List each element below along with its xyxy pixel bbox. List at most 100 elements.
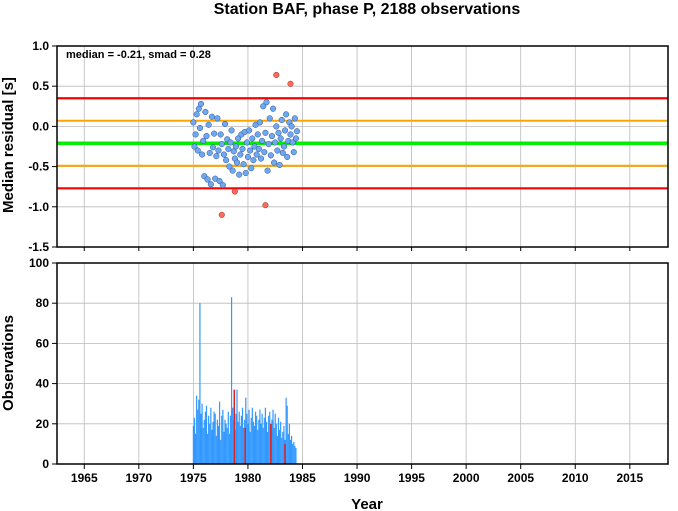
- residual-point: [288, 123, 295, 130]
- observation-bar: [236, 389, 238, 464]
- residual-point: [250, 157, 257, 164]
- chart-title: Station BAF, phase P, 2188 observations: [214, 1, 521, 18]
- residual-point: [283, 111, 290, 118]
- x-tick-label: 2010: [562, 471, 589, 485]
- residual-x-ticks: [83, 247, 631, 251]
- observation-bar: [197, 409, 199, 464]
- y-tick-label: -1.0: [28, 200, 49, 214]
- residual-point: [214, 115, 221, 122]
- observation-bar: [239, 425, 241, 464]
- observation-bar: [205, 405, 208, 464]
- residual-point: [284, 153, 291, 161]
- observation-bar: [256, 415, 258, 464]
- outlier-point: [231, 188, 238, 195]
- outlier-point: [273, 71, 280, 78]
- residual-point: [244, 153, 251, 161]
- residual-point: [208, 113, 215, 120]
- observation-bar: [223, 431, 225, 464]
- residual-point: [205, 121, 212, 128]
- observation-bar: [276, 435, 278, 464]
- y-tick-label: 100: [29, 256, 49, 270]
- residual-point: [237, 151, 244, 158]
- observation-bar: [203, 419, 205, 464]
- residual-point: [200, 137, 207, 144]
- observations-frame: [56, 262, 669, 465]
- observation-bar: [222, 409, 224, 464]
- observation-bar: [265, 421, 268, 464]
- observation-bar: [226, 427, 228, 464]
- residual-point: [217, 131, 224, 138]
- x-tick-label: 1985: [289, 471, 316, 485]
- observation-bar: [273, 427, 275, 464]
- observation-bar: [198, 399, 200, 464]
- observation-bar: [260, 423, 262, 464]
- observation-bar-highlight: [284, 443, 286, 464]
- y-tick-label: 0.5: [32, 79, 49, 93]
- observations-grid: [57, 262, 668, 465]
- residual-point: [245, 127, 253, 134]
- observation-bar: [240, 415, 242, 464]
- observation-bar: [290, 435, 293, 464]
- y-tick-label: -1.5: [28, 240, 49, 254]
- observation-bar: [274, 413, 276, 464]
- residual-point: [233, 159, 241, 166]
- observation-bar: [215, 435, 217, 464]
- observation-bar: [251, 407, 253, 464]
- y-tick-label: 0.0: [32, 119, 49, 133]
- residual-point: [202, 108, 209, 115]
- residual-point: [272, 139, 279, 146]
- residual-point: [209, 144, 217, 151]
- observation-bar: [194, 433, 197, 464]
- residual-point: [273, 123, 280, 130]
- observation-bar: [229, 415, 232, 464]
- observation-bar: [206, 433, 209, 464]
- residual-point: [228, 127, 235, 134]
- observation-bar: [277, 417, 280, 464]
- observation-bar: [294, 445, 296, 464]
- residual-point: [197, 100, 205, 107]
- x-axis-label: Year: [351, 496, 383, 511]
- residual-point: [260, 103, 267, 110]
- observation-bar-highlight: [233, 389, 236, 464]
- x-tick-label: 1990: [344, 471, 371, 485]
- residual-point: [262, 129, 269, 136]
- observation-bar: [253, 425, 256, 464]
- observation-bar: [261, 413, 263, 464]
- observations-y-label: Observations: [0, 315, 17, 411]
- observation-bar: [281, 437, 283, 464]
- stats-annotation: median = -0.21, smad = 0.28: [66, 49, 211, 61]
- x-tick-label: 1970: [125, 471, 152, 485]
- residual-point: [194, 147, 201, 154]
- observations-bars: [192, 297, 297, 464]
- observation-bar: [202, 427, 204, 464]
- residual-point: [264, 167, 271, 174]
- residual-point: [292, 135, 299, 142]
- residual-point: [280, 143, 287, 150]
- observation-bar: [286, 405, 288, 464]
- residual-panel: -1.5 -1.0 -0.5 0.0 0.5 1.0 median = -0.21, sm…: [0, 39, 669, 254]
- residual-point: [213, 153, 220, 160]
- observation-bar: [250, 417, 252, 464]
- residual-point: [204, 176, 211, 183]
- x-tick-label: 2005: [507, 471, 534, 485]
- residual-point: [268, 132, 275, 140]
- observation-bar: [201, 403, 203, 464]
- residual-point: [207, 181, 214, 188]
- residual-point: [248, 165, 255, 172]
- residual-point: [240, 161, 247, 168]
- observation-bar: [227, 411, 229, 464]
- observation-bar: [213, 411, 215, 464]
- observation-bar: [246, 413, 248, 464]
- x-tick-label: 1975: [180, 471, 207, 485]
- residual-point: [232, 143, 239, 150]
- observation-bar: [212, 421, 214, 464]
- residual-point: [257, 155, 265, 162]
- observation-bar: [211, 429, 213, 464]
- observation-bar: [230, 297, 233, 464]
- residual-point: [243, 139, 250, 146]
- x-tick-label: 1995: [398, 471, 425, 485]
- y-tick-label: -0.5: [28, 160, 49, 174]
- observation-bar: [278, 429, 281, 464]
- residual-point: [281, 127, 289, 134]
